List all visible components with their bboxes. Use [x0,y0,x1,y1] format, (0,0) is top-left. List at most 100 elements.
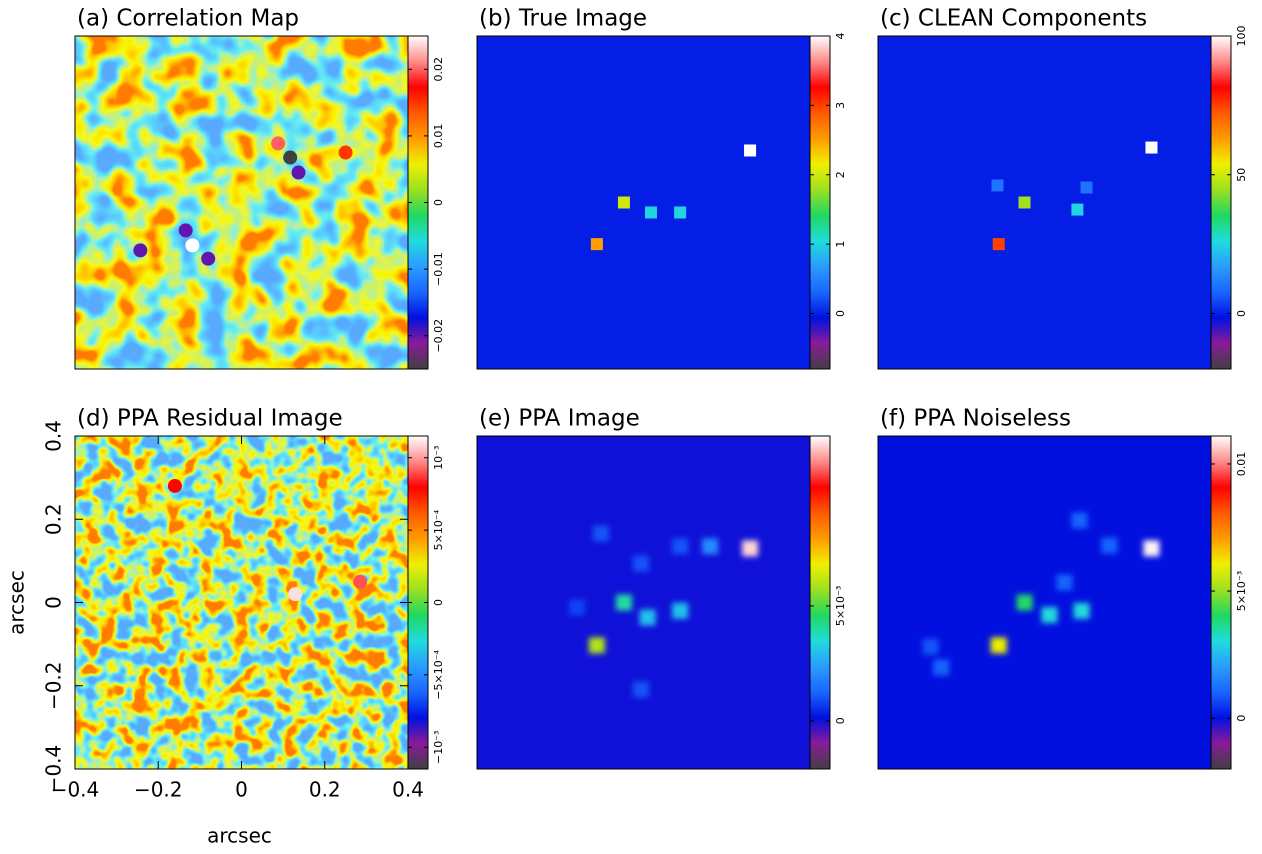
source [992,238,1005,251]
source [271,136,286,151]
colorbar [1210,435,1232,770]
source [639,609,656,626]
colorbar-label: 100 [1235,26,1248,47]
colorbar [809,435,831,770]
colorbar-label: 0 [1235,715,1248,722]
colorbar-label: 0.02 [432,57,445,82]
source [744,144,757,157]
colorbar-label: 5×10⁻³ [834,586,847,626]
colorbar-label: 4 [834,33,847,40]
source [1071,203,1084,216]
colorbar-label: −10⁻³ [432,731,445,764]
colorbar [1210,35,1232,370]
colorbar-label: 5×10⁻⁴ [432,509,445,550]
source [1016,594,1033,611]
source [991,179,1004,192]
colorbar-label: 0.01 [1235,452,1248,477]
sources [991,141,1158,251]
image-background [878,436,1211,769]
colorbar-label: 0 [834,717,847,724]
source [672,602,689,619]
source [922,638,939,655]
source [291,165,306,180]
source [568,599,585,616]
y-tick-label: −0.4 [42,745,66,794]
y-axis-label: arcsec [5,570,29,635]
colorbar-label: −5×10⁻⁴ [432,649,445,699]
source [1145,141,1158,154]
source [644,206,657,219]
source [338,145,353,160]
sources [568,525,759,698]
colorbar-label: 0 [432,599,445,606]
source [590,238,603,251]
sources [590,144,757,251]
source [167,478,182,493]
source [990,637,1007,654]
sources [133,136,353,266]
source [133,243,148,258]
source [633,555,650,572]
colorbar-label: 2 [834,171,847,178]
source [353,574,368,589]
colorbar-label: 50 [1235,168,1248,182]
source [1056,574,1073,591]
source [933,659,950,676]
source [617,196,630,209]
source [288,587,303,602]
panel-title: (b) True Image [479,6,647,32]
source [1101,537,1118,554]
x-axis-label: arcsec [207,824,272,848]
source [283,150,298,165]
source [674,206,687,219]
y-tick-label: 0.2 [42,503,66,535]
colorbar-label: 0 [1235,310,1248,317]
panel-title: (e) PPA Image [479,406,640,432]
image-background [477,436,810,769]
colorbar-label: 0 [834,310,847,317]
sources [922,512,1160,676]
y-tick-label: −0.2 [42,661,66,710]
source [702,538,719,555]
colorbar-label: 5×10⁻³ [1235,571,1248,611]
y-tick-label: 0.4 [42,420,66,452]
panel-title: (a) Correlation Map [77,6,299,32]
x-tick-label: −0.2 [134,778,183,802]
x-tick-label: 0.4 [392,778,424,802]
image-texture [75,436,408,769]
colorbar-label: 10⁻³ [432,446,445,470]
x-tick-label: 0 [235,778,248,802]
source [178,223,193,238]
panel-title: (f) PPA Noiseless [880,406,1071,432]
source [1041,606,1058,623]
image-texture [75,36,408,369]
source [615,594,632,611]
colorbar-label: 0.01 [432,124,445,149]
colorbar-label: −0.02 [432,319,445,353]
source [742,540,759,557]
source [593,525,610,542]
source [1071,512,1088,529]
colorbar-label: 3 [834,102,847,109]
source [201,251,216,266]
source [1143,540,1160,557]
source [1018,196,1031,209]
x-tick-label: 0.2 [309,778,341,802]
source [588,637,605,654]
colorbar-label: 1 [834,241,847,248]
sources [167,478,368,602]
y-tick-label: 0 [42,596,66,609]
image-background [878,36,1211,369]
colorbar-label: −0.01 [432,252,445,286]
source [185,238,200,253]
source [1073,602,1090,619]
x-tick-label: −0.4 [51,778,100,802]
panel-title: (d) PPA Residual Image [77,406,343,432]
colorbar-label: 0 [432,199,445,206]
source [1080,181,1093,194]
panel-title: (c) CLEAN Components [880,6,1147,32]
source [633,681,650,698]
source [672,538,689,555]
image-background [477,36,810,369]
